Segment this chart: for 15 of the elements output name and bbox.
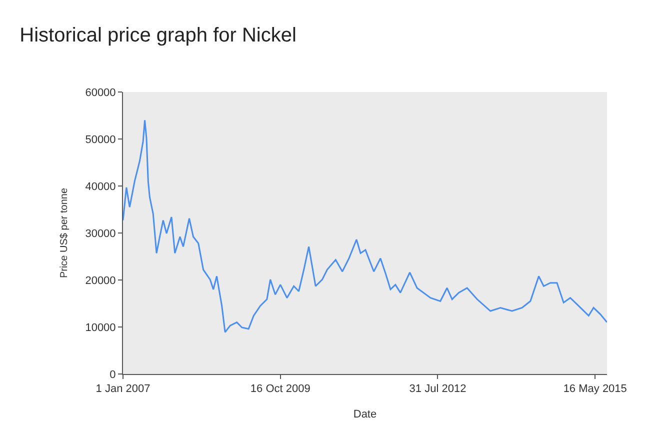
x-tick-label: 1 Jan 2007: [96, 383, 150, 396]
chart-title: Historical price graph for Nickel: [20, 24, 296, 46]
y-tick-label: 10000: [85, 322, 116, 334]
y-tick-label: 0: [110, 368, 116, 381]
y-tick-label: 30000: [85, 228, 116, 240]
x-tick-label: 16 May 2015: [563, 383, 627, 396]
y-tick-label: 60000: [85, 86, 116, 99]
x-tick-label: 16 Oct 2009: [250, 383, 310, 396]
x-tick-label: 31 Jul 2012: [409, 383, 466, 396]
line-series: [123, 119, 607, 333]
y-tick-label: 20000: [85, 274, 116, 287]
x-axis-title: Date: [353, 408, 377, 420]
y-tick-label: 40000: [85, 180, 116, 193]
y-tick-label: 50000: [85, 134, 116, 146]
y-axis-title: Price US$ per tonne: [59, 188, 70, 278]
